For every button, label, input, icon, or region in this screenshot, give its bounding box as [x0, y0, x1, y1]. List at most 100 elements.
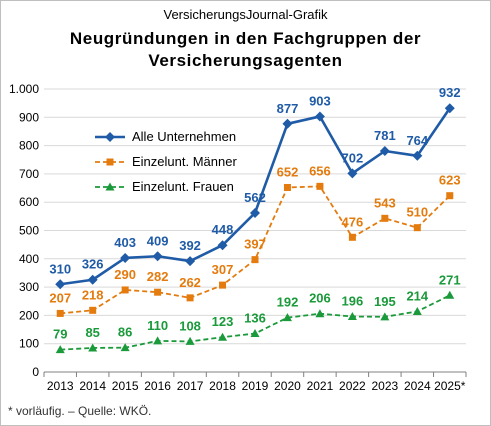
data-label-maenner: 307	[212, 262, 234, 277]
data-label-alle: 562	[244, 190, 266, 205]
data-label-maenner: 290	[114, 267, 136, 282]
data-label-maenner: 282	[147, 269, 169, 284]
x-tick-label: 2019	[242, 379, 269, 393]
data-point-alle	[87, 274, 98, 285]
data-point-maenner	[348, 233, 356, 241]
data-label-alle: 448	[212, 222, 234, 237]
legend-marker-maenner	[106, 158, 114, 166]
data-point-alle	[250, 207, 260, 218]
data-label-frauen: 85	[85, 325, 99, 340]
data-point-maenner	[381, 214, 389, 222]
y-tick-label: 200	[19, 308, 39, 322]
data-point-frauen	[282, 313, 292, 322]
data-point-frauen	[153, 336, 163, 345]
data-label-alle: 903	[309, 93, 331, 108]
data-point-frauen	[315, 309, 325, 318]
data-label-frauen: 108	[179, 318, 201, 333]
data-point-alle	[282, 118, 293, 129]
data-point-maenner	[219, 281, 227, 289]
data-label-maenner: 623	[439, 173, 461, 188]
x-tick-label: 2023	[371, 379, 398, 393]
y-tick-label: 0	[32, 365, 39, 379]
footnote-source: * vorläufig. – Quelle: WKÖ.	[8, 404, 152, 418]
data-point-alle	[379, 145, 390, 156]
data-label-alle: 326	[82, 257, 104, 272]
data-label-alle: 702	[342, 150, 364, 165]
data-label-maenner: 510	[406, 205, 428, 220]
data-label-frauen: 192	[277, 295, 299, 310]
y-tick-label: 700	[19, 167, 39, 181]
y-tick-label: 400	[19, 252, 39, 266]
data-label-alle: 392	[179, 238, 201, 253]
chart-title: Neugründungen in den Fachgruppen der Ver…	[0, 28, 491, 72]
data-point-maenner	[251, 256, 259, 264]
x-tick-label: 2015	[112, 379, 139, 393]
data-point-frauen	[88, 343, 98, 352]
data-point-frauen	[218, 332, 228, 341]
data-point-maenner	[283, 183, 291, 191]
data-label-maenner: 652	[277, 164, 299, 179]
legend-marker-frauen	[105, 182, 115, 191]
data-point-frauen	[445, 290, 455, 299]
chart-title-line-2: Versicherungsagenten	[148, 51, 343, 70]
data-point-frauen	[380, 312, 390, 321]
x-tick-label: 2014	[79, 379, 106, 393]
data-point-alle	[55, 279, 66, 290]
data-label-frauen: 195	[374, 294, 396, 309]
data-point-alle	[185, 256, 196, 267]
data-label-maenner: 262	[179, 275, 201, 290]
data-point-frauen	[412, 306, 422, 315]
x-tick-label: 2020	[274, 379, 301, 393]
data-label-maenner: 218	[82, 287, 104, 302]
y-tick-label: 800	[19, 139, 39, 153]
x-tick-label: 2013	[47, 379, 74, 393]
data-point-alle	[120, 252, 131, 263]
x-tick-label: 2017	[177, 379, 204, 393]
data-point-alle	[347, 168, 358, 179]
chart-title-line-1: Neugründungen in den Fachgruppen der	[69, 29, 422, 48]
data-point-alle	[412, 150, 423, 161]
data-label-alle: 877	[277, 101, 299, 116]
data-label-maenner: 656	[309, 163, 331, 178]
y-tick-label: 900	[19, 110, 39, 124]
data-label-frauen: 110	[147, 318, 168, 333]
y-tick-label: 1.000	[9, 82, 39, 96]
x-tick-label: 2022	[339, 379, 366, 393]
x-tick-label: 2018	[209, 379, 236, 393]
x-tick-label: 2025*	[434, 379, 466, 393]
data-label-frauen: 123	[212, 314, 234, 329]
data-label-frauen: 86	[118, 325, 132, 340]
data-point-maenner	[56, 309, 64, 317]
data-label-alle: 781	[374, 128, 396, 143]
data-point-frauen	[347, 312, 357, 321]
data-point-maenner	[89, 306, 97, 314]
data-label-frauen: 196	[342, 294, 364, 309]
y-tick-label: 300	[19, 280, 39, 294]
x-tick-label: 2021	[307, 379, 334, 393]
data-label-alle: 310	[49, 261, 71, 276]
data-point-alle	[152, 251, 163, 262]
data-label-maenner: 207	[49, 290, 71, 305]
y-tick-label: 600	[19, 195, 39, 209]
data-point-alle	[217, 240, 228, 251]
data-point-alle	[314, 111, 325, 122]
data-point-maenner	[446, 192, 454, 200]
data-label-frauen: 214	[406, 288, 428, 303]
data-label-alle: 764	[406, 133, 428, 148]
legend-label-maenner: Einzelunt. Männer	[132, 154, 237, 169]
brand-caption: VersicherungsJournal-Grafik	[163, 7, 328, 22]
legend-label-alle: Alle Unternehmen	[132, 129, 236, 144]
data-label-frauen: 79	[53, 327, 67, 342]
legend-label-frauen: Einzelunt. Frauen	[132, 179, 234, 194]
data-label-alle: 409	[147, 233, 169, 248]
data-label-maenner: 476	[342, 214, 364, 229]
data-label-frauen: 206	[309, 291, 331, 306]
data-label-maenner: 543	[374, 195, 396, 210]
data-point-frauen	[185, 336, 195, 345]
legend-marker-alle	[105, 132, 115, 142]
data-label-frauen: 271	[439, 272, 461, 287]
data-label-maenner: 397	[244, 237, 266, 252]
data-label-alle: 403	[114, 235, 136, 250]
